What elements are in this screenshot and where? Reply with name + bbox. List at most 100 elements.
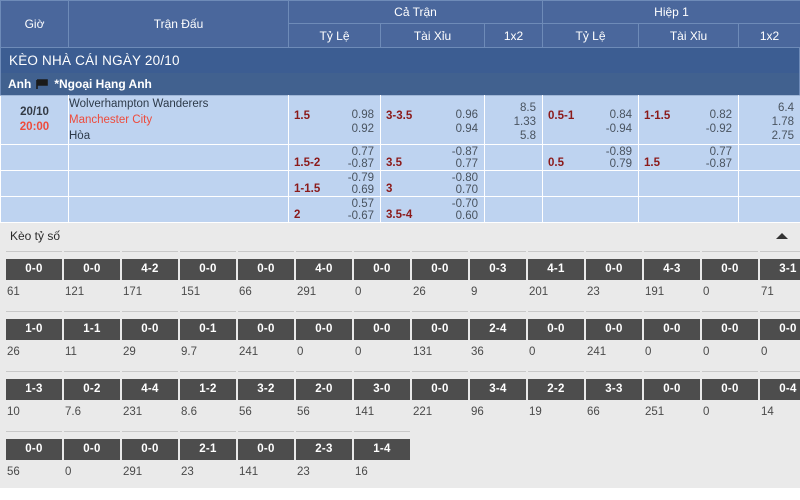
score-cell[interactable]: 0-0 0	[702, 371, 758, 431]
score-badge[interactable]: 0-0	[238, 439, 294, 460]
score-cell[interactable]: 1-3 10	[6, 371, 62, 431]
score-cell[interactable]: 0-0 61	[6, 251, 62, 311]
score-cell[interactable]: 4-0 291	[296, 251, 352, 311]
score-cell[interactable]: 0-0 0	[702, 311, 758, 371]
odds-cell-full-overunder[interactable]: -0.87 0.77 3.5	[380, 144, 485, 171]
odds-cell-full-1x2[interactable]: 8.5 1.33 5.8	[484, 95, 543, 145]
score-cell[interactable]: 0-0 0	[296, 311, 352, 371]
score-badge[interactable]: 4-2	[122, 259, 178, 280]
score-badge[interactable]: 2-2	[528, 379, 584, 400]
score-badge[interactable]: 0-4	[760, 379, 800, 400]
score-cell[interactable]: 0-0 241	[586, 311, 642, 371]
score-cell[interactable]: 0-0 241	[238, 311, 294, 371]
score-cell[interactable]: 0-0 66	[238, 251, 294, 311]
score-cell[interactable]: 4-3 191	[644, 251, 700, 311]
score-badge[interactable]: 0-0	[180, 259, 236, 280]
score-badge[interactable]: 0-0	[354, 319, 410, 340]
score-badge[interactable]: 4-4	[122, 379, 178, 400]
score-badge[interactable]: 2-4	[470, 319, 526, 340]
score-badge[interactable]: 0-1	[180, 319, 236, 340]
score-badge[interactable]: 0-3	[470, 259, 526, 280]
score-cell[interactable]: 0-3 9	[470, 251, 526, 311]
score-badge[interactable]: 0-0	[586, 259, 642, 280]
score-cell[interactable]: 2-0 56	[296, 371, 352, 431]
score-badge[interactable]: 0-0	[412, 379, 468, 400]
score-cell[interactable]: 0-0 141	[238, 431, 294, 491]
odds-cell-half-handicap[interactable]	[542, 170, 639, 197]
score-cell[interactable]: 0-0 0	[354, 311, 410, 371]
odds-cell-full-overunder[interactable]: -0.80 0.70 3	[380, 170, 485, 197]
score-cell[interactable]: 0-0 29	[122, 311, 178, 371]
score-cell[interactable]: 0-0 56	[6, 431, 62, 491]
score-cell[interactable]: 2-1 23	[180, 431, 236, 491]
odds-cell-full-handicap[interactable]: -0.79 0.69 1-1.5	[288, 170, 381, 197]
score-badge[interactable]: 0-0	[122, 319, 178, 340]
odds-cell-half-overunder[interactable]: 0.82 -0.92 1-1.5	[638, 95, 739, 145]
score-badge[interactable]: 1-2	[180, 379, 236, 400]
table-row[interactable]: -0.79 0.69 1-1.5 -0.80 0.70 3	[0, 170, 800, 197]
score-badge[interactable]: 1-4	[354, 439, 410, 460]
score-cell[interactable]: 0-0 221	[412, 371, 468, 431]
odds-cell-half-1x2[interactable]	[738, 170, 800, 197]
score-badge[interactable]: 3-2	[238, 379, 294, 400]
score-badge[interactable]: 0-0	[6, 259, 62, 280]
score-cell[interactable]: 2-3 23	[296, 431, 352, 491]
table-row[interactable]: 0.77 -0.87 1.5-2 -0.87 0.77 3.5 -0.89 0.79 0.5…	[0, 144, 800, 171]
score-cell[interactable]: 0-0 0	[64, 431, 120, 491]
score-cell[interactable]: 1-1 11	[64, 311, 120, 371]
score-badge[interactable]: 0-0	[238, 259, 294, 280]
score-cell[interactable]: 0-0 0	[354, 251, 410, 311]
score-badge[interactable]: 4-3	[644, 259, 700, 280]
odds-cell-half-handicap[interactable]: 0.84 -0.94 0.5-1	[542, 95, 639, 145]
odds-cell-full-handicap[interactable]: 0.98 0.92 1.5	[288, 95, 381, 145]
score-badge[interactable]: 2-0	[296, 379, 352, 400]
table-row[interactable]: 20/10 20:00 Wolverhampton Wanderers Manc…	[0, 95, 800, 145]
score-cell[interactable]: 0-1 9.7	[180, 311, 236, 371]
odds-cell-half-handicap[interactable]: -0.89 0.79 0.5	[542, 144, 639, 171]
score-badge[interactable]: 0-0	[760, 319, 800, 340]
score-cell[interactable]: 3-2 56	[238, 371, 294, 431]
score-cell[interactable]: 3-3 66	[586, 371, 642, 431]
score-cell[interactable]: 2-2 19	[528, 371, 584, 431]
score-cell[interactable]: 4-4 231	[122, 371, 178, 431]
score-cell[interactable]: 0-0 291	[122, 431, 178, 491]
score-badge[interactable]: 3-0	[354, 379, 410, 400]
score-badge[interactable]: 2-3	[296, 439, 352, 460]
caret-up-icon[interactable]	[776, 233, 788, 239]
score-cell[interactable]: 3-0 141	[354, 371, 410, 431]
score-badge[interactable]: 2-1	[180, 439, 236, 460]
score-badge[interactable]: 3-1	[760, 259, 800, 280]
score-cell[interactable]: 1-0 26	[6, 311, 62, 371]
score-cell[interactable]: 0-0 251	[644, 371, 700, 431]
score-cell[interactable]: 3-1 71	[760, 251, 800, 311]
table-row[interactable]: 0.57 -0.67 2 -0.70 0.60 3.5-4	[0, 196, 800, 223]
score-badge[interactable]: 0-0	[702, 379, 758, 400]
odds-cell-full-handicap[interactable]: 0.77 -0.87 1.5-2	[288, 144, 381, 171]
odds-cell-full-overunder[interactable]: -0.70 0.60 3.5-4	[380, 196, 485, 223]
score-cell[interactable]: 0-0 0	[760, 311, 800, 371]
score-cell[interactable]: 1-4 16	[354, 431, 410, 491]
score-badge[interactable]: 0-0	[702, 259, 758, 280]
score-cell[interactable]: 0-0 151	[180, 251, 236, 311]
odds-cell-half-overunder[interactable]	[638, 170, 739, 197]
odds-cell-full-handicap[interactable]: 0.57 -0.67 2	[288, 196, 381, 223]
score-cell[interactable]: 3-4 96	[470, 371, 526, 431]
odds-cell-half-handicap[interactable]	[542, 196, 639, 223]
score-badge[interactable]: 0-0	[6, 439, 62, 460]
score-cell[interactable]: 0-4 14	[760, 371, 800, 431]
odds-cell-half-1x2[interactable]	[738, 196, 800, 223]
score-badge[interactable]: 3-4	[470, 379, 526, 400]
score-cell[interactable]: 0-0 0	[644, 311, 700, 371]
score-cell[interactable]: 0-0 121	[64, 251, 120, 311]
league-header[interactable]: Anh *Ngoại Hạng Anh	[0, 73, 800, 95]
score-badge[interactable]: 0-0	[586, 319, 642, 340]
odds-cell-full-1x2[interactable]	[484, 196, 543, 223]
score-badge[interactable]: 0-0	[644, 319, 700, 340]
score-badge[interactable]: 0-0	[238, 319, 294, 340]
score-badge[interactable]: 0-0	[122, 439, 178, 460]
score-badge[interactable]: 0-0	[412, 319, 468, 340]
score-cell[interactable]: 2-4 36	[470, 311, 526, 371]
score-cell[interactable]: 0-0 23	[586, 251, 642, 311]
score-badge[interactable]: 0-0	[64, 259, 120, 280]
score-cell[interactable]: 0-0 26	[412, 251, 468, 311]
